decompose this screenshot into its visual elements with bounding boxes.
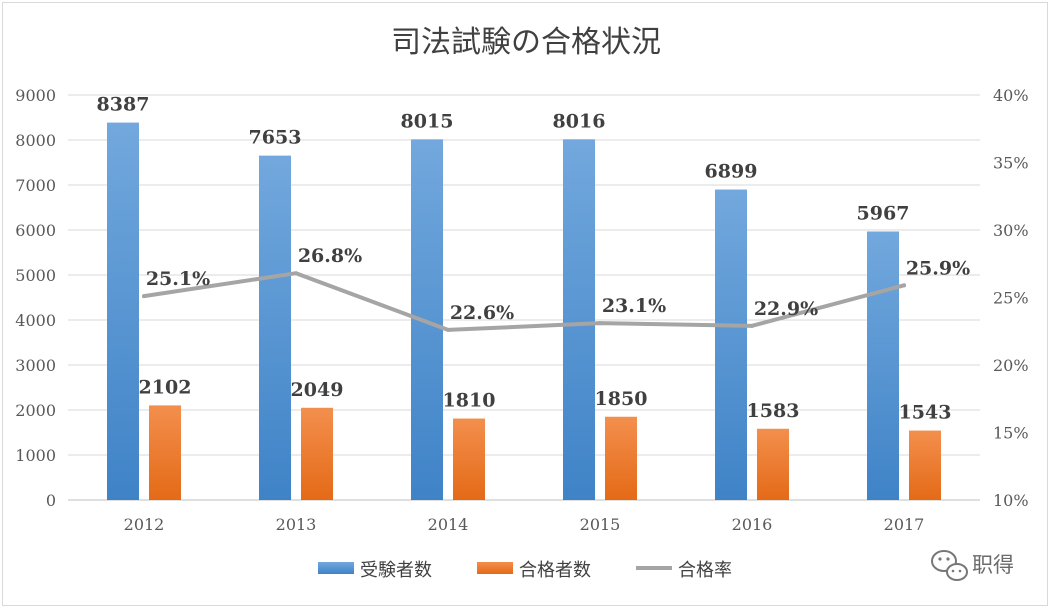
data-labels: 8387 2102 7653 2049 8015 1810 8016 1850 6899 1583… — [97, 94, 971, 424]
y-left-tick-label: 7000 — [15, 176, 56, 195]
data-label-applicants: 8387 — [97, 94, 150, 116]
data-label-pass-rate: 22.9% — [754, 298, 818, 320]
point-pass-rate — [902, 283, 906, 288]
data-label-applicants: 6899 — [705, 161, 758, 183]
watermark-text: 职得 — [972, 553, 1014, 577]
y-left-tick-label: 2000 — [15, 401, 56, 420]
axes: 0 1000 2000 3000 4000 5000 6000 7000 8000 9000 10%… — [15, 86, 1028, 534]
data-label-applicants: 5967 — [857, 202, 910, 224]
legend-swatch-applicants — [318, 562, 354, 574]
gridlines — [68, 94, 980, 456]
x-tick-label: 2012 — [124, 515, 165, 534]
legend-label-passers: 合格者数 — [519, 560, 591, 581]
bar-passers — [909, 430, 941, 500]
bar-passers — [605, 416, 637, 500]
data-label-passers: 1850 — [595, 388, 648, 410]
y-left-tick-label: 4000 — [15, 311, 56, 330]
data-label-passers: 1583 — [747, 400, 800, 422]
y-right-tick-label: 20% — [993, 356, 1029, 375]
chat-bubbles-icon — [931, 550, 968, 581]
point-pass-rate — [598, 321, 602, 326]
x-tick-label: 2013 — [276, 515, 317, 534]
y-left-tick-label: 1000 — [15, 446, 56, 465]
data-label-passers: 2049 — [291, 379, 344, 401]
bar-passers — [757, 428, 789, 500]
x-tick-label: 2016 — [732, 515, 773, 534]
line-pass-rate — [142, 271, 906, 332]
legend: 受験者数 合格者数 合格率 — [318, 560, 732, 581]
data-label-applicants: 8016 — [553, 110, 606, 132]
data-label-passers: 2102 — [139, 376, 192, 398]
point-pass-rate — [750, 323, 754, 328]
y-right-tick-label: 40% — [993, 86, 1029, 105]
y-right-tick-label: 25% — [993, 289, 1029, 308]
y-right-tick-label: 15% — [993, 424, 1029, 443]
y-left-tick-label: 9000 — [15, 86, 56, 105]
y-left-tick-label: 3000 — [15, 356, 56, 375]
y-left-tick-label: 5000 — [15, 266, 56, 285]
data-label-passers: 1543 — [899, 402, 952, 424]
y-right-tick-label: 10% — [993, 491, 1029, 510]
data-label-pass-rate: 25.1% — [146, 268, 210, 290]
bar-applicants — [259, 155, 291, 501]
data-label-passers: 1810 — [443, 390, 496, 412]
bar-passers — [453, 418, 485, 500]
data-label-pass-rate: 26.8% — [298, 245, 362, 267]
legend-label-pass-rate: 合格率 — [678, 560, 732, 581]
data-label-applicants: 8015 — [401, 110, 454, 132]
bar-applicants — [563, 139, 595, 500]
y-left-tick-label: 8000 — [15, 131, 56, 150]
bar-applicants — [715, 189, 747, 501]
data-label-pass-rate: 22.6% — [450, 302, 514, 324]
y-left-tick-label: 6000 — [15, 221, 56, 240]
x-tick-label: 2017 — [884, 515, 925, 534]
line-series — [142, 271, 906, 332]
bar-applicants — [867, 231, 899, 501]
bar-passers — [149, 405, 181, 500]
y-right-tick-label: 30% — [993, 221, 1029, 240]
x-tick-label: 2015 — [580, 515, 621, 534]
legend-swatch-passers — [477, 562, 513, 574]
point-pass-rate — [142, 294, 146, 299]
y-right-tick-label: 35% — [993, 154, 1029, 173]
point-pass-rate — [294, 271, 298, 276]
bar-passers — [301, 407, 333, 500]
x-tick-label: 2014 — [428, 515, 469, 534]
y-left-tick-label: 0 — [46, 491, 56, 510]
bar-series — [107, 122, 941, 501]
point-pass-rate — [446, 327, 450, 332]
chart-title: 司法試験の合格状況 — [391, 25, 661, 60]
data-label-pass-rate: 23.1% — [602, 295, 666, 317]
data-label-applicants: 7653 — [249, 127, 302, 149]
watermark: 职得 — [931, 550, 1014, 581]
bar-applicants — [107, 122, 139, 501]
data-label-pass-rate: 25.9% — [906, 257, 970, 279]
legend-label-applicants: 受験者数 — [360, 560, 432, 581]
